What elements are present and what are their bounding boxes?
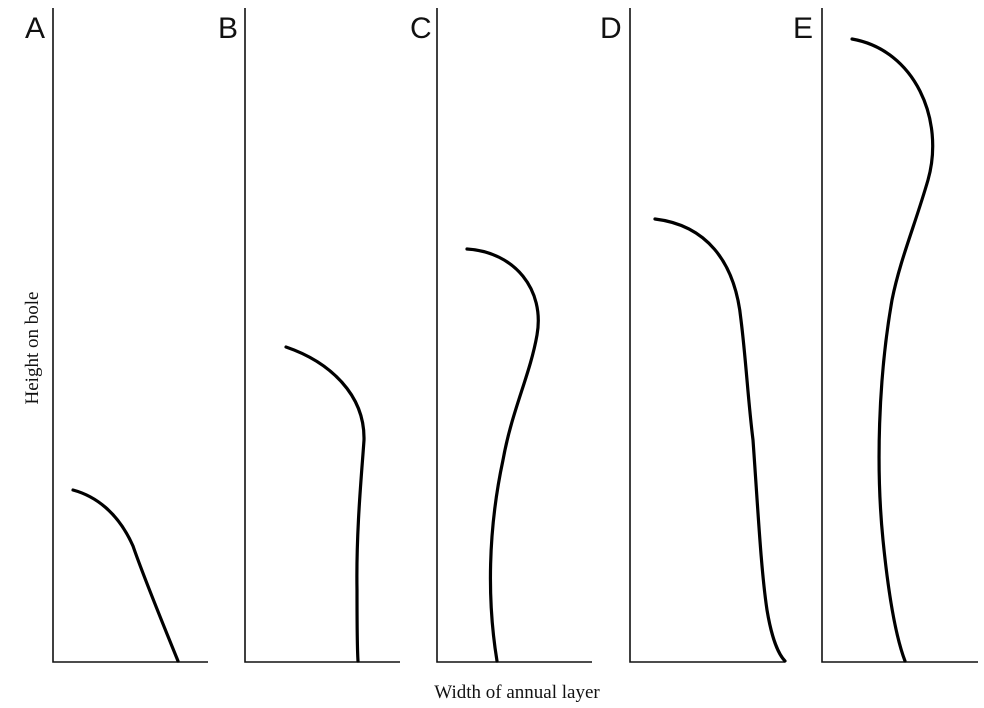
- panel-letter-b: B: [218, 12, 238, 45]
- panel-b: B: [218, 8, 400, 663]
- x-axis-label: Width of annual layer: [434, 682, 600, 703]
- panel-b-curve: [284, 345, 366, 663]
- panel-e: E: [793, 8, 978, 663]
- panel-letter-e: E: [793, 12, 813, 45]
- panel-letter-a: A: [25, 12, 45, 45]
- panel-b-axes: [244, 8, 400, 663]
- panel-letter-d: D: [600, 12, 622, 45]
- y-axis-label: Height on bole: [22, 292, 43, 405]
- panel-c-curve: [465, 247, 540, 663]
- panel-letter-c: C: [410, 12, 432, 45]
- panel-d-curve: [653, 217, 787, 663]
- panel-e-axes: [821, 8, 978, 663]
- panel-c: C: [410, 8, 592, 663]
- panel-a: A: [25, 8, 208, 663]
- panel-d: D: [600, 8, 787, 663]
- panel-e-curve: [850, 37, 935, 663]
- panel-c-axes: [436, 8, 592, 663]
- panel-d-axes: [629, 8, 785, 663]
- panel-a-curve: [71, 488, 180, 663]
- panel-a-axes: [52, 8, 208, 663]
